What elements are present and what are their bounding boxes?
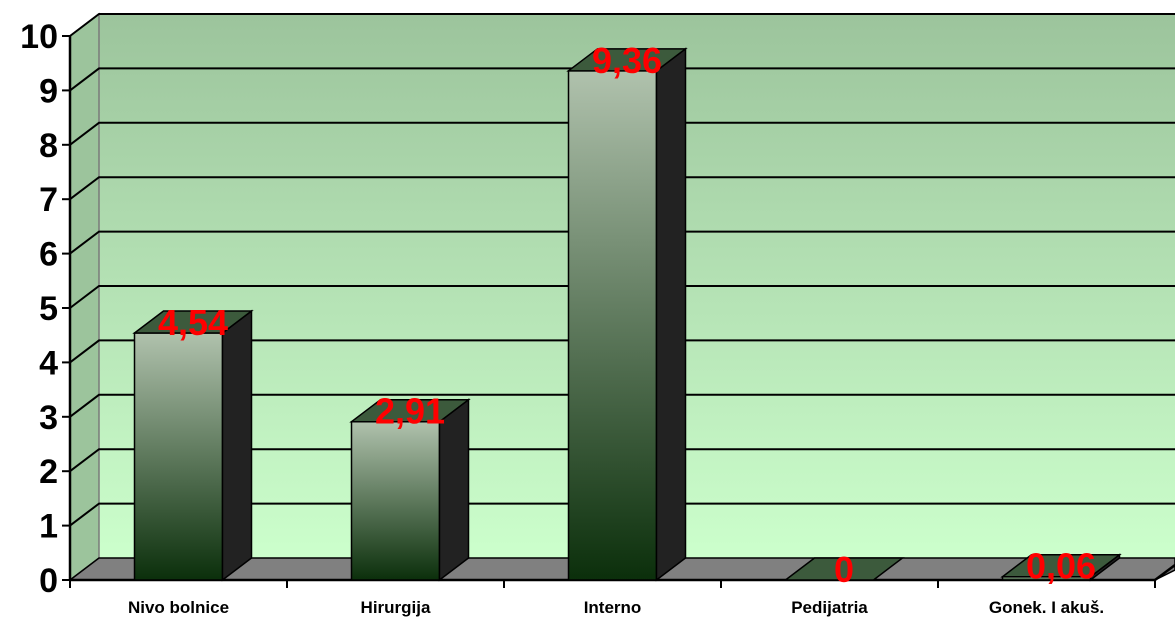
bar-front	[133, 332, 224, 581]
y-tick-label: 7	[39, 181, 58, 219]
bar-top	[1000, 553, 1122, 578]
data-label: 9,36	[592, 40, 662, 81]
gridline	[69, 121, 1175, 146]
bars	[132, 47, 1122, 582]
x-axis-depth-line	[1154, 564, 1175, 581]
bar-top	[566, 48, 688, 72]
bar	[132, 309, 254, 582]
gridlines	[69, 13, 1175, 527]
bar-side	[655, 47, 687, 582]
bar-front	[567, 70, 658, 581]
y-tick-label: 6	[39, 236, 58, 274]
bar	[349, 398, 471, 582]
x-tick-label: Pedijatria	[791, 598, 868, 617]
gridline	[69, 339, 1175, 364]
y-tick-label: 1	[39, 508, 58, 546]
gridline	[69, 285, 1175, 309]
data-label: 0	[834, 549, 854, 590]
x-tick-label: Gonek. I akuš.	[989, 598, 1104, 617]
data-label: 0,06	[1026, 546, 1096, 587]
bar-top	[132, 310, 254, 334]
gridline	[69, 393, 1175, 418]
data-labels: 4,54 2,91 9,36 0 0,06	[158, 40, 1096, 590]
y-tick-label: 0	[39, 562, 58, 600]
bar	[1000, 553, 1122, 582]
y-tick-label: 9	[39, 72, 58, 110]
data-label: 2,91	[375, 391, 445, 432]
gridline	[69, 230, 1175, 255]
y-tick-label: 2	[39, 453, 58, 491]
data-label: 4,54	[158, 302, 228, 343]
bar-front	[350, 420, 441, 581]
x-tick-label: Nivo bolnice	[128, 598, 229, 617]
y-tick-label: 5	[39, 290, 58, 328]
bar-top	[349, 398, 471, 423]
bar-top	[783, 557, 905, 581]
bar	[566, 47, 688, 582]
bar	[783, 557, 905, 581]
y-tick-label: 8	[39, 127, 58, 165]
bar-side	[221, 309, 253, 582]
y-tick-label: 4	[39, 344, 58, 382]
gridline	[69, 448, 1175, 472]
y-tick-label: 10	[20, 18, 58, 56]
gridline	[69, 67, 1175, 92]
x-tick-label: Interno	[584, 598, 642, 617]
gridline	[69, 176, 1175, 200]
x-tick-label: Hirurgija	[361, 598, 431, 617]
gridline	[69, 13, 1175, 37]
y-tick-label: 3	[39, 399, 58, 437]
gridline	[69, 502, 1175, 527]
axes: 0 1 2 3 4 5 6 7 8 9 10 Nivo bolnice Hirurgija Interno…	[20, 18, 1175, 617]
